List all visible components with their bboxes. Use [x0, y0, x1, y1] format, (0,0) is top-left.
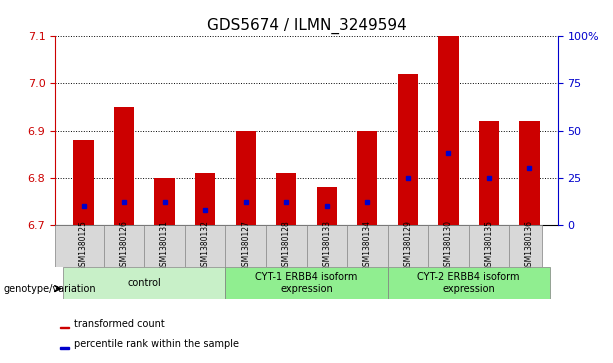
- Bar: [398, 74, 418, 225]
- Bar: [357, 131, 378, 225]
- Title: GDS5674 / ILMN_3249594: GDS5674 / ILMN_3249594: [207, 17, 406, 33]
- Text: control: control: [128, 278, 161, 288]
- Bar: [479, 121, 499, 225]
- Text: GSM1380133: GSM1380133: [322, 220, 331, 272]
- Bar: [438, 36, 459, 225]
- Text: GSM1380132: GSM1380132: [200, 220, 210, 272]
- Text: GSM1380135: GSM1380135: [484, 220, 493, 272]
- Text: GSM1380125: GSM1380125: [79, 220, 88, 272]
- Text: CYT-2 ERBB4 isoform
expression: CYT-2 ERBB4 isoform expression: [417, 272, 520, 294]
- Text: CYT-1 ERBB4 isoform
expression: CYT-1 ERBB4 isoform expression: [255, 272, 358, 294]
- Bar: [195, 173, 215, 225]
- Text: GSM1380126: GSM1380126: [120, 220, 129, 272]
- Text: transformed count: transformed count: [74, 319, 165, 329]
- Bar: [63, 267, 226, 299]
- Text: GSM1380136: GSM1380136: [525, 220, 534, 272]
- Text: GSM1380134: GSM1380134: [363, 220, 372, 272]
- Bar: [226, 267, 387, 299]
- Text: genotype/variation: genotype/variation: [3, 284, 96, 294]
- Bar: [387, 267, 550, 299]
- Text: GSM1380131: GSM1380131: [160, 220, 169, 272]
- Bar: [154, 178, 175, 225]
- Bar: [519, 121, 539, 225]
- Text: GSM1380127: GSM1380127: [241, 220, 250, 272]
- Text: percentile rank within the sample: percentile rank within the sample: [74, 339, 239, 349]
- Bar: [60, 347, 69, 348]
- Bar: [276, 173, 296, 225]
- Bar: [60, 327, 69, 329]
- Bar: [317, 187, 337, 225]
- Bar: [74, 140, 94, 225]
- Text: GSM1380128: GSM1380128: [282, 221, 291, 271]
- Text: GSM1380129: GSM1380129: [403, 220, 413, 272]
- Text: GSM1380130: GSM1380130: [444, 220, 453, 272]
- Bar: [114, 107, 134, 225]
- Bar: [235, 131, 256, 225]
